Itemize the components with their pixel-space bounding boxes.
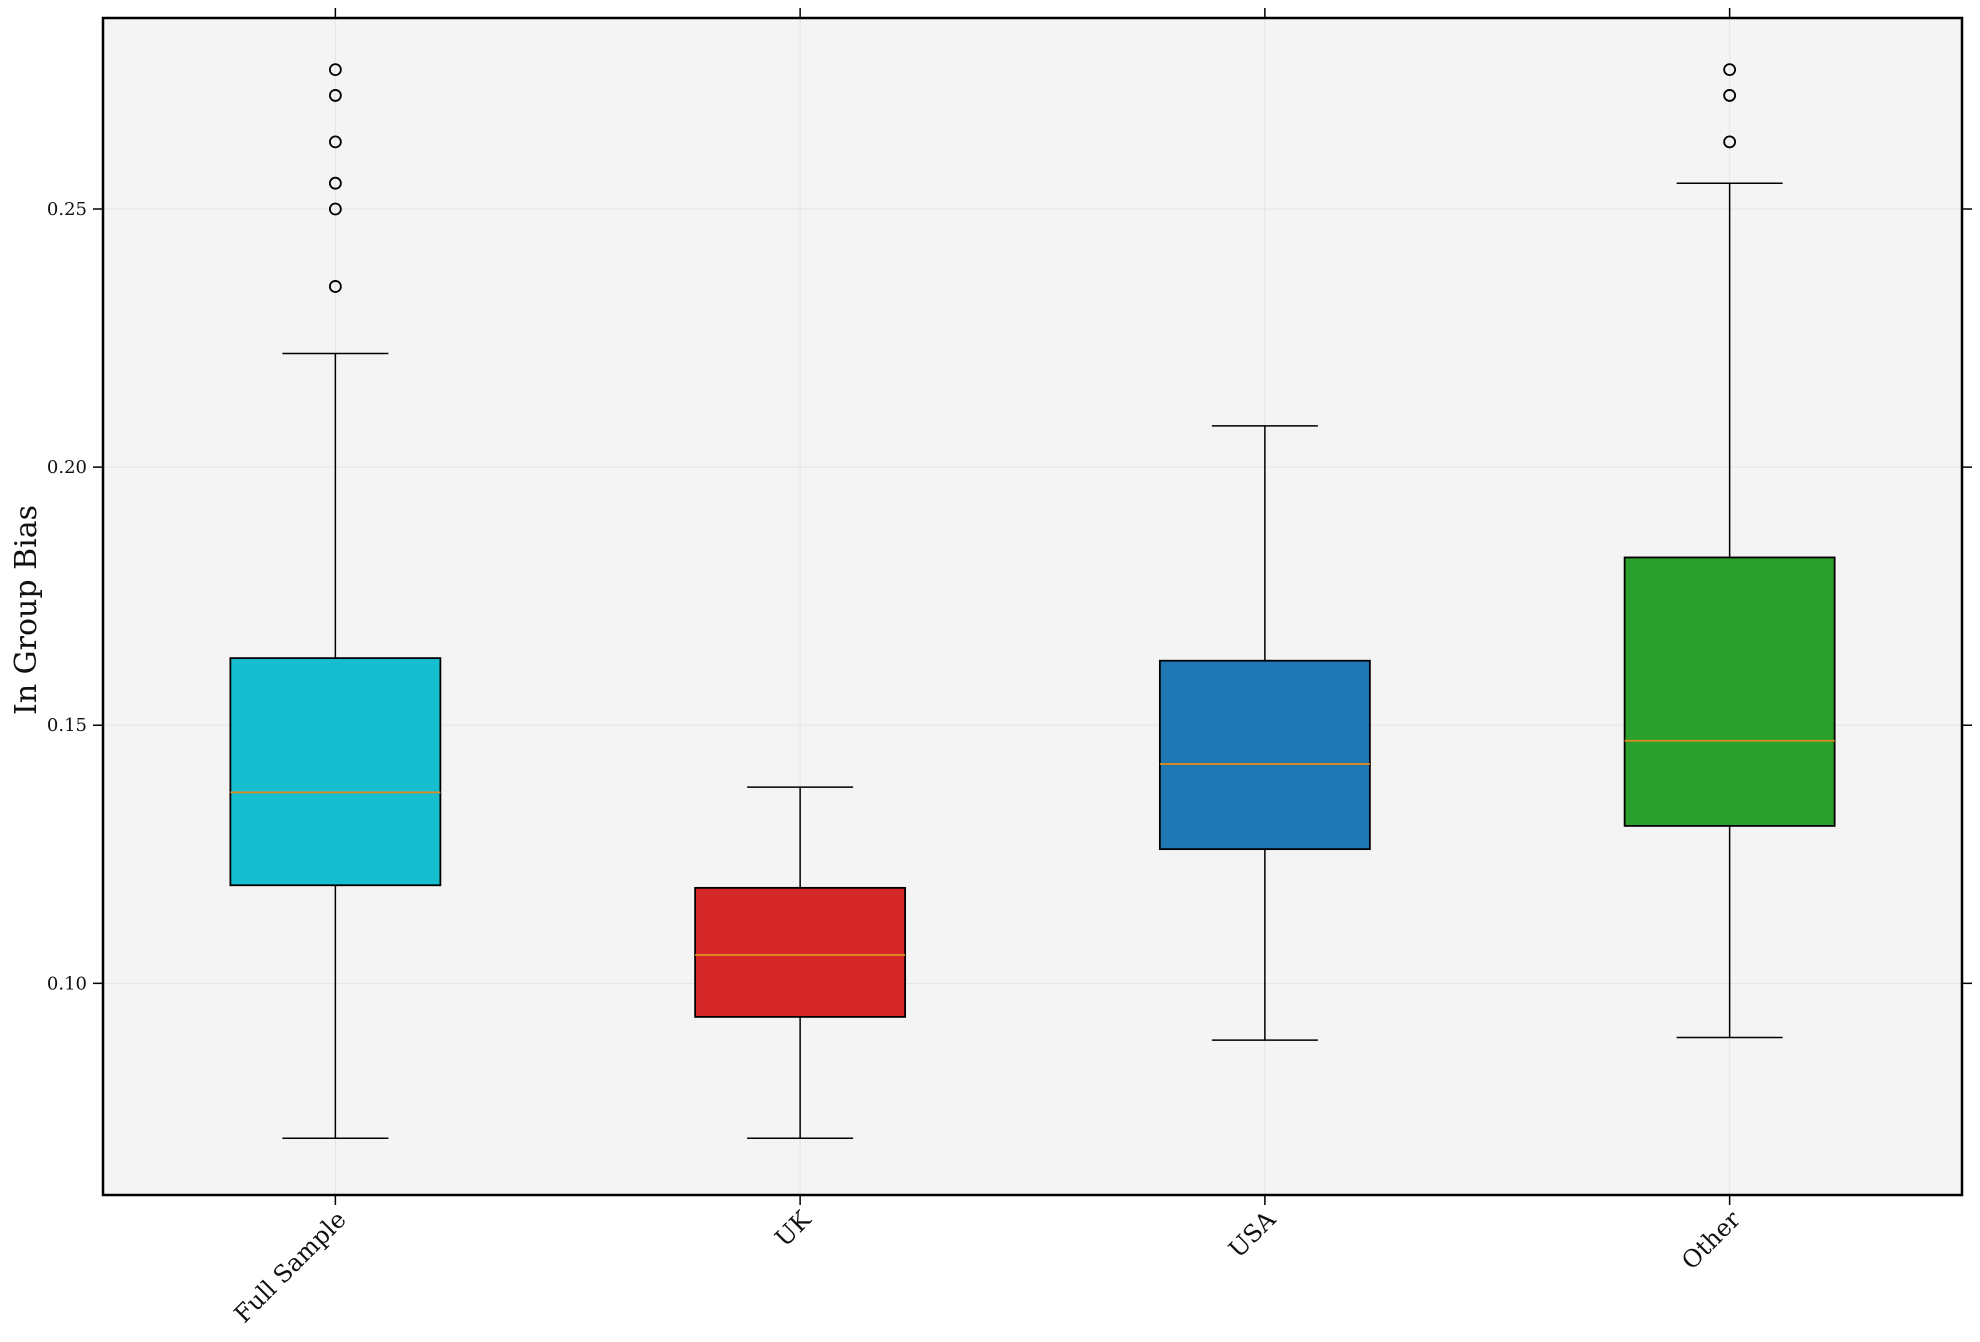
outlier-point <box>1723 135 1737 149</box>
outlier-point <box>328 202 342 216</box>
outlier-point <box>328 63 342 77</box>
box-usa <box>1158 425 1371 1041</box>
box-uk <box>694 786 907 1139</box>
y-axis-title: In Group Bias <box>9 505 44 715</box>
x-category-label: UK <box>770 1205 818 1253</box>
box-iqr <box>1623 556 1836 827</box>
y-tick-label: 0.15 <box>47 715 87 736</box>
axis-ticks <box>93 8 1972 1205</box>
outlier-point <box>328 280 342 293</box>
box-iqr <box>694 886 907 1018</box>
boxes <box>229 63 1836 1139</box>
x-category-label: Full Sample <box>229 1205 352 1328</box>
x-category-label: USA <box>1223 1205 1281 1263</box>
box-iqr <box>229 657 442 887</box>
y-tick-label: 0.20 <box>47 457 87 478</box>
box-full-sample <box>229 63 442 1139</box>
box-other <box>1623 63 1836 1039</box>
y-tick-label: 0.25 <box>47 199 87 220</box>
box-iqr <box>1158 659 1371 851</box>
outlier-point <box>328 89 342 102</box>
outlier-point <box>328 135 342 149</box>
outlier-point <box>1723 63 1737 77</box>
x-category-label: Other <box>1676 1205 1746 1275</box>
y-tick-label: 0.10 <box>47 973 87 994</box>
plot-frame <box>101 16 1964 1197</box>
outlier-point <box>1723 89 1737 102</box>
outlier-point <box>328 176 342 190</box>
